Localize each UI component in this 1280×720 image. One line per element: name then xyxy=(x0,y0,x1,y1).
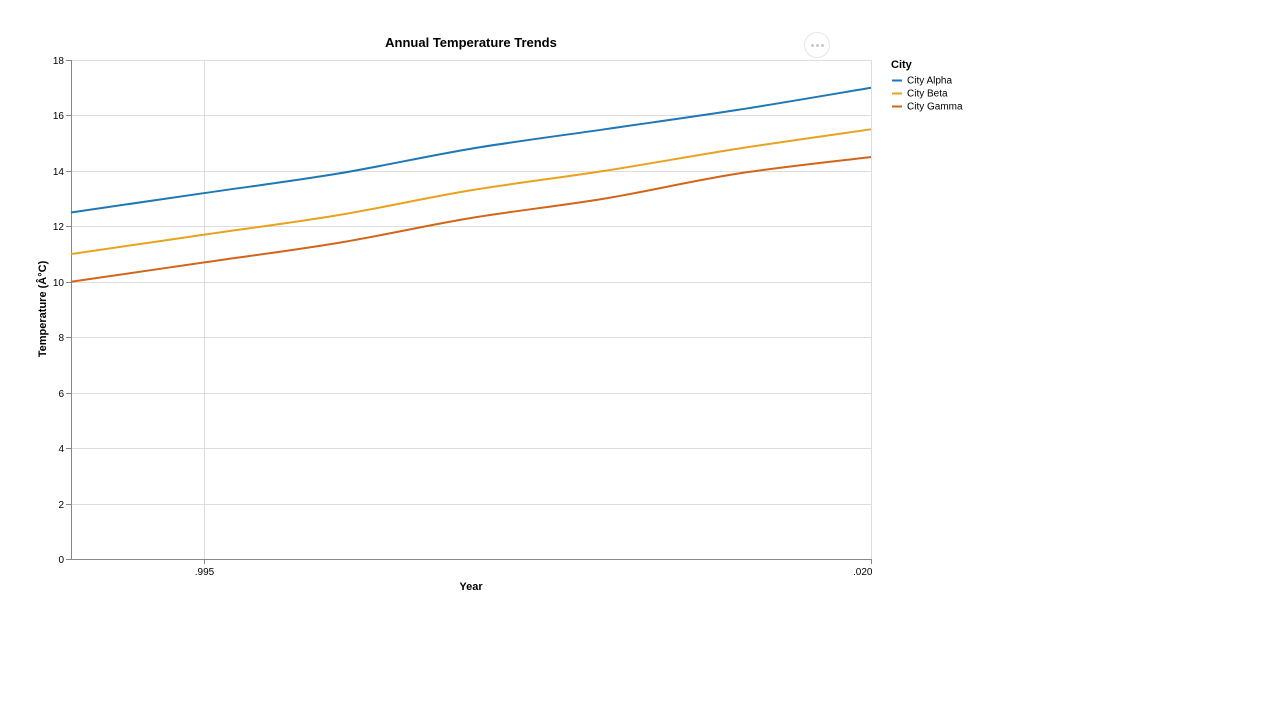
legend-label: City Beta xyxy=(907,89,948,100)
y-axis-title: Temperature (Â°C) xyxy=(36,260,49,357)
y-tick-label: 14 xyxy=(53,167,65,178)
y-tick-label: 4 xyxy=(58,444,64,455)
chart-title: Annual Temperature Trends xyxy=(385,35,557,50)
legend-title: City xyxy=(891,59,913,71)
y-tick-label: 0 xyxy=(58,555,64,566)
x-tick-label: .020 xyxy=(853,567,873,578)
grid-layer xyxy=(71,60,872,559)
axes-layer: 0 2 4 6 8 10 12 14 16 18 .995 .020 xyxy=(53,56,873,578)
series-line-city-beta xyxy=(70,128,872,256)
y-tick-label: 16 xyxy=(53,111,65,122)
y-tick-label: 12 xyxy=(53,222,65,233)
y-tick-label: 10 xyxy=(53,278,65,289)
y-tick-label: 6 xyxy=(58,389,64,400)
legend-label: City Gamma xyxy=(907,102,963,113)
series-line-city-alpha xyxy=(70,86,872,214)
legend: City City Alpha City Beta City Gamma xyxy=(891,59,963,113)
more-horizontal-icon xyxy=(810,43,825,47)
x-tick-label: .995 xyxy=(195,567,215,578)
chart-actions-button[interactable] xyxy=(804,32,830,58)
series-line-city-gamma xyxy=(70,156,872,283)
y-tick-label: 18 xyxy=(53,56,65,67)
x-axis-title: Year xyxy=(459,581,483,593)
y-tick-label: 2 xyxy=(58,500,64,511)
y-tick-label: 8 xyxy=(58,333,64,344)
legend-label: City Alpha xyxy=(907,76,952,87)
series-layer xyxy=(70,86,872,283)
